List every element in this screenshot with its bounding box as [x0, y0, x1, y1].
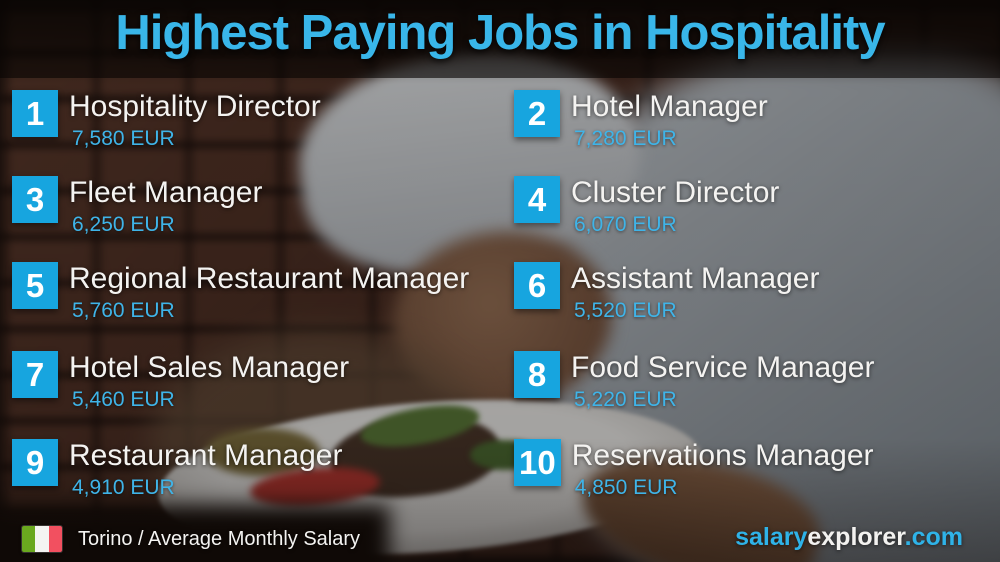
brand-explorer: explorer	[807, 523, 905, 551]
flag-green-stripe	[22, 526, 36, 552]
rank-badge: 6	[514, 262, 560, 309]
job-salary: 5,520 EUR	[574, 299, 677, 322]
rank-badge: 4	[514, 176, 560, 223]
rank-badge: 7	[12, 351, 58, 398]
location-metric-caption: Torino / Average Monthly Salary	[78, 527, 361, 550]
footer-caption-group: Torino / Average Monthly Salary	[22, 526, 360, 552]
job-name: Reservations Manager	[571, 439, 874, 472]
job-item-8: 8 Food Service Manager 5,220 EUR	[514, 351, 875, 412]
job-salary: 4,850 EUR	[574, 476, 678, 499]
salaryexplorer-logo[interactable]: salaryexplorer.com	[735, 523, 963, 552]
title-band	[0, 0, 1000, 78]
job-item-1: 1 Hospitality Director 7,580 EUR	[12, 90, 321, 151]
job-salary: 5,460 EUR	[72, 388, 175, 411]
brand-dotcom: .com	[904, 523, 963, 551]
job-salary: 7,580 EUR	[72, 127, 175, 150]
job-item-2: 2 Hotel Manager 7,280 EUR	[514, 90, 768, 151]
job-name: Food Service Manager	[571, 351, 875, 384]
rank-badge: 3	[12, 176, 58, 223]
job-name: Hotel Sales Manager	[69, 351, 350, 384]
job-name: Restaurant Manager	[69, 439, 343, 472]
job-name: Hotel Manager	[571, 90, 768, 123]
job-item-7: 7 Hotel Sales Manager 5,460 EUR	[12, 351, 349, 412]
brand-salary: salary	[735, 523, 808, 551]
page-title: Highest Paying Jobs in Hospitality	[115, 6, 885, 60]
flag-white-stripe	[35, 526, 49, 552]
job-salary: 6,070 EUR	[574, 213, 677, 236]
rank-badge: 10	[514, 439, 561, 486]
rank-badge: 5	[12, 262, 58, 309]
job-item-3: 3 Fleet Manager 6,250 EUR	[12, 176, 262, 237]
job-item-10: 10 Reservations Manager 4,850 EUR	[514, 439, 874, 500]
job-salary: 6,250 EUR	[72, 213, 175, 236]
job-salary: 7,280 EUR	[574, 127, 677, 150]
job-name: Regional Restaurant Manager	[69, 262, 470, 295]
job-name: Hospitality Director	[69, 90, 321, 123]
job-salary: 5,760 EUR	[72, 299, 175, 322]
job-name: Cluster Director	[571, 176, 780, 209]
rank-badge: 2	[514, 90, 560, 137]
job-salary: 5,220 EUR	[574, 388, 677, 411]
job-item-5: 5 Regional Restaurant Manager 5,760 EUR	[12, 262, 469, 323]
job-item-6: 6 Assistant Manager 5,520 EUR	[514, 262, 819, 323]
italy-flag-icon	[22, 526, 62, 552]
job-name: Fleet Manager	[69, 176, 263, 209]
job-name: Assistant Manager	[571, 262, 820, 295]
rank-badge: 1	[12, 90, 58, 137]
job-item-4: 4 Cluster Director 6,070 EUR	[514, 176, 779, 237]
job-salary: 4,910 EUR	[72, 476, 175, 499]
job-item-9: 9 Restaurant Manager 4,910 EUR	[12, 439, 343, 500]
flag-red-stripe	[48, 526, 62, 552]
rank-badge: 8	[514, 351, 560, 398]
rank-badge: 9	[12, 439, 58, 486]
